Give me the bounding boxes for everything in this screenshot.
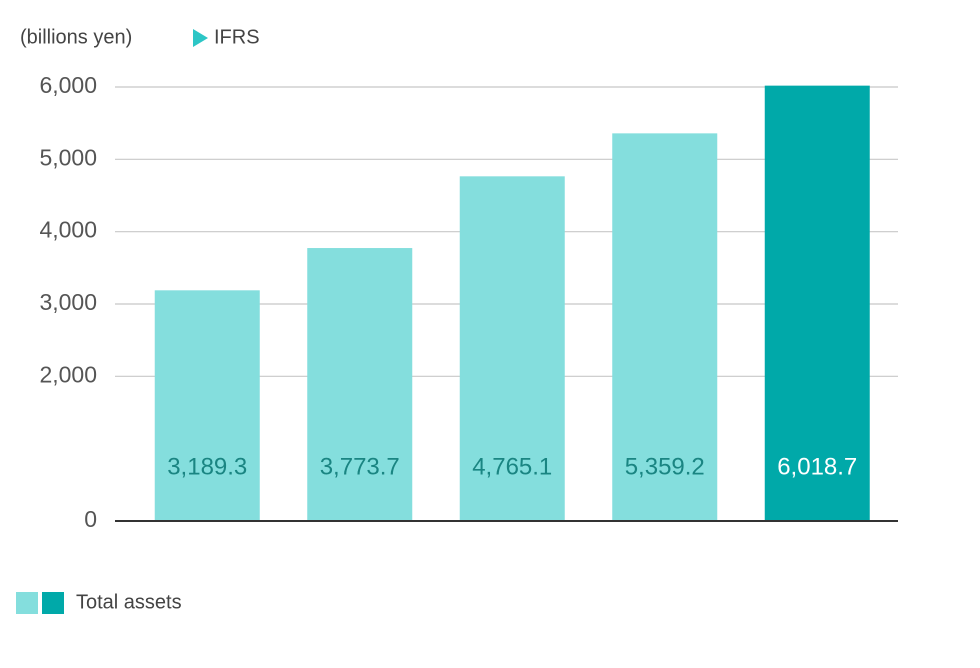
bar (154, 290, 260, 521)
value-label: 4,765.1 (472, 453, 552, 480)
y-tick-label: 4,000 (39, 217, 97, 243)
y-tick-label: 6,000 (39, 72, 97, 98)
bar (307, 248, 413, 521)
value-label: 6,018.7 (777, 453, 857, 480)
ifrs-marker (193, 29, 208, 47)
unit-label: (billions yen) (20, 26, 132, 48)
legend-label: Total assets (76, 591, 182, 613)
y-tick-label: 2,000 (39, 361, 97, 387)
value-label: 5,359.2 (625, 453, 705, 480)
bar (764, 85, 870, 521)
y-tick-label: 5,000 (39, 144, 97, 170)
legend-swatch (16, 592, 38, 614)
value-label: 3,773.7 (320, 453, 400, 480)
standard-label: IFRS (214, 26, 260, 48)
y-tick-label: 3,000 (39, 289, 97, 315)
bar (612, 133, 718, 521)
y-tick-label: 0 (84, 506, 97, 532)
value-label: 3,189.3 (167, 453, 247, 480)
legend-swatch (42, 592, 64, 614)
bar (459, 176, 565, 521)
